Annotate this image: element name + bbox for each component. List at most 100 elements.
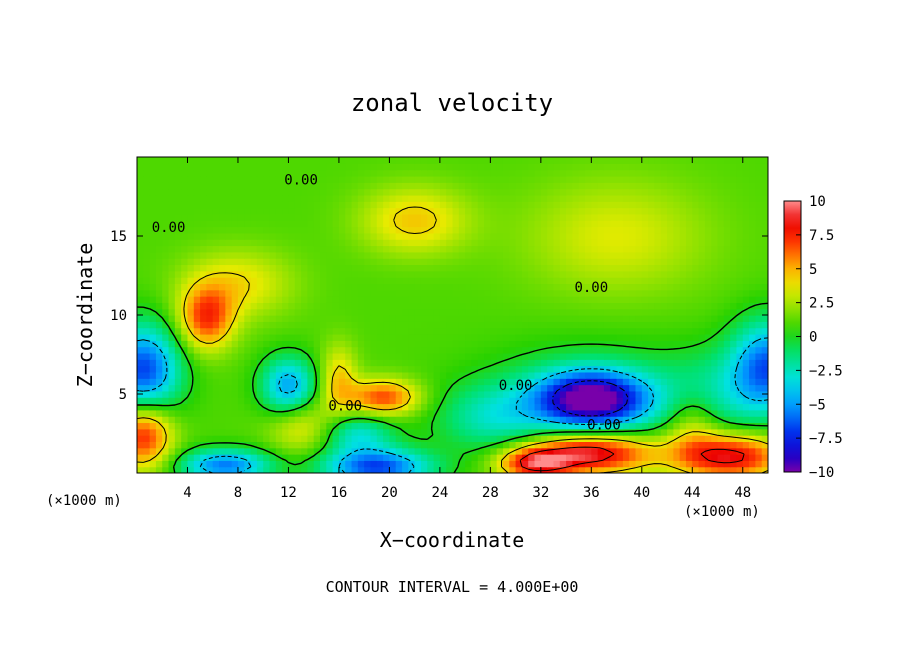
heatmap-cell — [585, 308, 592, 316]
heatmap-cell — [679, 188, 687, 196]
heatmap-cell — [553, 207, 561, 215]
heatmap-cell — [383, 315, 390, 322]
heatmap-cell — [610, 220, 618, 228]
heatmap-cell — [742, 365, 750, 373]
heatmap-cell — [761, 346, 768, 354]
heatmap-cell — [679, 258, 687, 266]
heatmap-cell — [692, 245, 700, 253]
heatmap-cell — [477, 157, 485, 164]
heatmap-cell — [174, 182, 182, 190]
heatmap-cell — [458, 384, 466, 392]
heatmap-cell — [622, 365, 630, 373]
heatmap-cell — [540, 188, 548, 196]
heatmap-cell — [635, 390, 643, 398]
heatmap-cell — [673, 207, 681, 215]
heatmap-cell — [307, 333, 315, 341]
heatmap-cell — [685, 296, 693, 303]
heatmap-cell — [288, 264, 296, 272]
heatmap-cell — [402, 232, 409, 240]
heatmap-cell — [332, 390, 340, 398]
heatmap-cell — [585, 327, 592, 335]
heatmap-cell — [364, 340, 372, 348]
heatmap-cell — [654, 327, 662, 335]
heatmap-cell — [572, 169, 580, 177]
heatmap-cell — [376, 270, 384, 278]
heatmap-cell — [332, 251, 340, 259]
heatmap-cell — [357, 409, 365, 417]
heatmap-cell — [332, 466, 340, 473]
heatmap-cell — [294, 213, 302, 221]
heatmap-cell — [578, 308, 586, 316]
heatmap-cell — [219, 359, 226, 367]
heatmap-cell — [206, 201, 214, 209]
heatmap-cell — [629, 277, 637, 284]
heatmap-cell — [591, 390, 599, 398]
heatmap-cell — [206, 435, 214, 442]
heatmap-cell — [319, 302, 327, 310]
heatmap-cell — [155, 428, 163, 436]
heatmap-cell — [319, 226, 327, 234]
heatmap-cell — [187, 232, 195, 240]
heatmap-cell — [685, 371, 693, 379]
heatmap-cell — [755, 201, 763, 209]
heatmap-cell — [263, 201, 271, 209]
heatmap-cell — [736, 447, 744, 455]
heatmap-cell — [319, 346, 327, 354]
heatmap-cell — [370, 220, 378, 228]
heatmap-cell — [370, 428, 378, 436]
heatmap-cell — [458, 270, 466, 278]
heatmap-cell — [433, 384, 441, 392]
heatmap-cell — [408, 163, 416, 171]
heatmap-cell — [225, 213, 233, 221]
heatmap-cell — [458, 169, 466, 177]
heatmap-cell — [275, 384, 283, 392]
heatmap-cell — [660, 454, 668, 461]
heatmap-cell — [635, 352, 643, 360]
heatmap-cell — [143, 296, 151, 303]
heatmap-cell — [667, 207, 674, 215]
heatmap-cell — [452, 315, 460, 322]
heatmap-cell — [591, 403, 599, 411]
heatmap-cell — [263, 371, 271, 379]
heatmap-cell — [256, 371, 264, 379]
heatmap-cell — [332, 447, 340, 455]
heatmap-cell — [137, 251, 144, 259]
heatmap-cell — [452, 220, 460, 228]
heatmap-cell — [603, 441, 611, 449]
heatmap-cell — [137, 277, 144, 284]
heatmap-cell — [742, 302, 750, 310]
heatmap-cell — [168, 157, 176, 164]
heatmap-cell — [667, 239, 674, 247]
heatmap-cell — [162, 441, 170, 449]
heatmap-cell — [641, 289, 649, 297]
heatmap-cell — [275, 321, 283, 329]
heatmap-cell — [137, 245, 144, 253]
heatmap-cell — [288, 163, 296, 171]
heatmap-cell — [225, 454, 233, 461]
heatmap-cell — [420, 213, 428, 221]
heatmap-cell — [648, 232, 656, 240]
heatmap-cell — [338, 397, 346, 405]
heatmap-cell — [294, 333, 302, 341]
heatmap-cell — [420, 403, 428, 411]
heatmap-cell — [477, 460, 485, 468]
heatmap-cell — [654, 251, 662, 259]
heatmap-cell — [667, 157, 674, 164]
heatmap-cell — [528, 460, 536, 468]
heatmap-cell — [200, 340, 208, 348]
heatmap-cell — [591, 416, 599, 424]
heatmap-cell — [244, 460, 252, 468]
heatmap-cell — [477, 390, 485, 398]
heatmap-cell — [301, 296, 308, 303]
heatmap-cell — [559, 239, 567, 247]
heatmap-cell — [351, 416, 359, 424]
heatmap-cell — [667, 359, 674, 367]
heatmap-cell — [553, 435, 561, 442]
heatmap-cell — [484, 157, 491, 164]
heatmap-cell — [237, 213, 245, 221]
heatmap-cell — [755, 289, 763, 297]
heatmap-cell — [269, 308, 277, 316]
heatmap-cell — [408, 175, 416, 183]
heatmap-cell — [685, 466, 693, 473]
heatmap-cell — [200, 365, 208, 373]
